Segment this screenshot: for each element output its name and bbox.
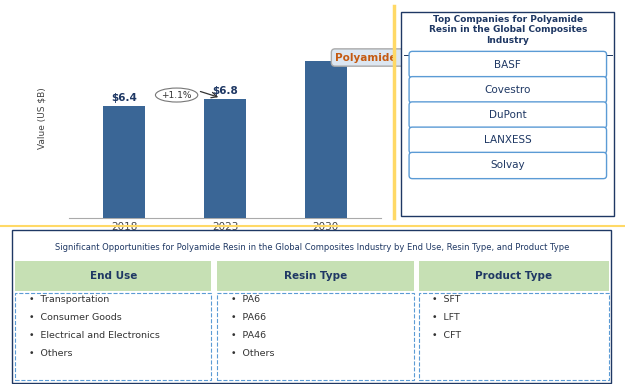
FancyBboxPatch shape — [12, 230, 611, 383]
FancyBboxPatch shape — [409, 51, 606, 78]
Bar — [204, 100, 246, 218]
Text: $6.8: $6.8 — [212, 86, 238, 96]
Text: Polyamide Resin Market: Polyamide Resin Market — [335, 52, 478, 63]
Text: •  PA6: • PA6 — [231, 295, 260, 304]
FancyBboxPatch shape — [409, 76, 606, 103]
FancyBboxPatch shape — [419, 293, 609, 380]
Text: •  SFT: • SFT — [432, 295, 461, 304]
Text: •  Transportation: • Transportation — [29, 295, 109, 304]
FancyBboxPatch shape — [409, 152, 606, 179]
Text: DuPont: DuPont — [489, 110, 527, 120]
Text: •  LFT: • LFT — [432, 313, 460, 322]
Text: Solvay: Solvay — [491, 161, 525, 171]
Text: Significant Opportunities for Polyamide Resin in the Global Composites Industry : Significant Opportunities for Polyamide … — [55, 243, 569, 252]
Text: BASF: BASF — [494, 59, 521, 69]
Text: •  Others: • Others — [29, 349, 72, 358]
Text: Value (US $B): Value (US $B) — [38, 87, 47, 149]
Text: Resin Type: Resin Type — [284, 271, 347, 281]
Text: •  Others: • Others — [231, 349, 274, 358]
Text: Source: Lucintel: Source: Lucintel — [320, 244, 388, 253]
Text: •  Electrical and Electronics: • Electrical and Electronics — [29, 331, 159, 340]
Text: Top Companies for Polyamide
Resin in the Global Composites
Industry: Top Companies for Polyamide Resin in the… — [429, 15, 587, 45]
FancyBboxPatch shape — [409, 127, 606, 153]
Text: •  PA46: • PA46 — [231, 331, 266, 340]
FancyBboxPatch shape — [409, 102, 606, 128]
Text: $6.4: $6.4 — [111, 93, 137, 103]
Text: Covestro: Covestro — [484, 85, 531, 95]
Text: •  Consumer Goods: • Consumer Goods — [29, 313, 121, 322]
FancyBboxPatch shape — [16, 293, 211, 380]
FancyBboxPatch shape — [419, 261, 609, 291]
Bar — [304, 61, 347, 218]
Text: End Use: End Use — [90, 271, 137, 281]
FancyBboxPatch shape — [217, 293, 414, 380]
FancyBboxPatch shape — [217, 261, 414, 291]
Text: •  CFT: • CFT — [432, 331, 461, 340]
Text: •  PA66: • PA66 — [231, 313, 266, 322]
Text: +1.1%: +1.1% — [161, 91, 192, 100]
Bar — [103, 107, 146, 218]
Text: Product Type: Product Type — [476, 271, 552, 281]
FancyBboxPatch shape — [16, 261, 211, 291]
Text: LANXESS: LANXESS — [484, 135, 532, 145]
FancyBboxPatch shape — [401, 12, 614, 216]
